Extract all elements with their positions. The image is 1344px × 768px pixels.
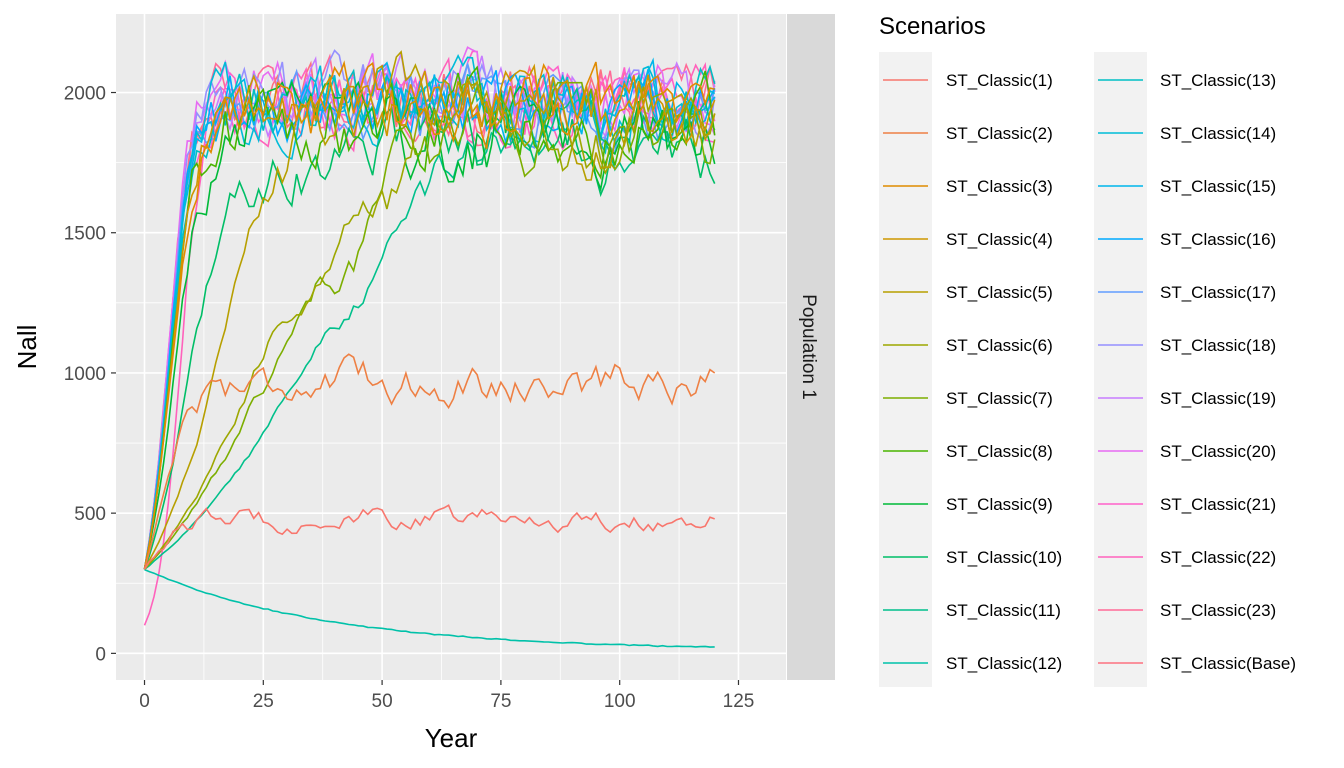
y-tick-label: 1500 (64, 224, 106, 245)
legend-label: ST_Classic(15) (1160, 177, 1276, 196)
legend-label: ST_Classic(10) (946, 548, 1062, 567)
legend-label: ST_Classic(7) (946, 389, 1053, 408)
series-line (144, 568, 715, 648)
legend-label: ST_Classic(17) (1160, 283, 1276, 302)
legend: ST_Classic(1) ST_Classic(2) ST_Classic(3) S… (879, 52, 1296, 687)
legend-label: ST_Classic(2) (946, 124, 1053, 143)
legend-label: ST_Classic(22) (1160, 548, 1276, 567)
legend-label: ST_Classic(16) (1160, 230, 1276, 249)
legend-label: ST_Classic(18) (1160, 336, 1276, 355)
legend-title: Scenarios (879, 13, 986, 40)
x-axis-title: Year (425, 723, 478, 753)
legend-label: ST_Classic(5) (946, 283, 1053, 302)
legend-label: ST_Classic(3) (946, 177, 1053, 196)
legend-label: ST_Classic(1) (946, 71, 1053, 90)
legend-label: ST_Classic(9) (946, 495, 1053, 514)
series-line (143, 64, 716, 570)
facet-strip-label: Population 1 (798, 294, 819, 400)
y-tick-label: 1000 (64, 364, 106, 385)
x-tick-label: 100 (604, 691, 636, 712)
series-lines (143, 46, 716, 648)
y-tick-label: 500 (74, 504, 106, 525)
legend-label: ST_Classic(13) (1160, 71, 1276, 90)
legend-label: ST_Classic(19) (1160, 389, 1276, 408)
axes: 0 25 50 75 100 125 0 500 1000 1500 2000 (64, 84, 755, 712)
legend-key-column-1 (879, 52, 932, 687)
series-line (143, 65, 716, 570)
x-tick-label: 75 (490, 691, 511, 712)
y-axis-title: Nall (12, 325, 42, 370)
legend-label: ST_Classic(23) (1160, 601, 1276, 620)
series-line (143, 60, 715, 570)
legend-label: ST_Classic(20) (1160, 442, 1276, 461)
legend-label: ST_Classic(12) (946, 654, 1062, 673)
legend-label: ST_Classic(Base) (1160, 654, 1296, 673)
y-tick-label: 2000 (64, 84, 106, 105)
x-tick-label: 50 (372, 691, 393, 712)
facet-strip (787, 14, 835, 680)
legend-label: ST_Classic(4) (946, 230, 1053, 249)
series-line (143, 81, 716, 570)
x-tick-label: 0 (139, 691, 150, 712)
series-line (143, 504, 715, 570)
legend-label: ST_Classic(8) (946, 442, 1053, 461)
legend-label: ST_Classic(6) (946, 336, 1053, 355)
x-tick-label: 25 (253, 691, 274, 712)
series-line (143, 63, 716, 570)
legend-key-column-2 (1094, 52, 1147, 687)
x-tick-label: 125 (723, 691, 755, 712)
legend-label: ST_Classic(21) (1160, 495, 1276, 514)
y-tick-label: 0 (95, 644, 106, 665)
series-line (143, 353, 716, 570)
legend-label: ST_Classic(14) (1160, 124, 1276, 143)
legend-label: ST_Classic(11) (946, 601, 1061, 620)
series-line (143, 81, 716, 570)
